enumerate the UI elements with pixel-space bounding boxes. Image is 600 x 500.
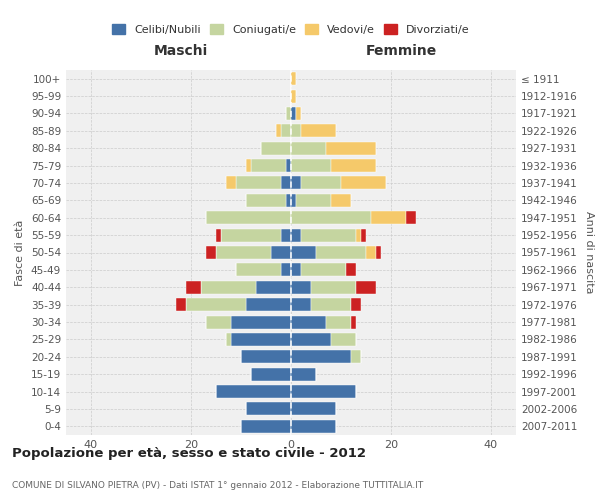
Bar xyxy=(216,246,271,259)
Bar xyxy=(256,280,291,294)
Bar xyxy=(311,298,351,311)
Bar xyxy=(201,280,256,294)
Bar xyxy=(281,264,291,276)
Bar xyxy=(291,142,326,154)
Bar xyxy=(291,316,326,328)
Bar xyxy=(291,385,356,398)
Bar xyxy=(231,333,291,346)
Bar xyxy=(326,316,351,328)
Bar xyxy=(326,142,376,154)
Bar xyxy=(286,107,291,120)
Bar xyxy=(291,368,316,380)
Bar xyxy=(356,228,361,241)
Bar xyxy=(291,264,301,276)
Bar xyxy=(301,176,341,190)
Text: Maschi: Maschi xyxy=(154,44,208,59)
Bar xyxy=(206,246,216,259)
Bar xyxy=(351,350,361,364)
Bar xyxy=(186,280,201,294)
Bar xyxy=(226,333,231,346)
Bar xyxy=(251,159,286,172)
Bar xyxy=(301,264,346,276)
Bar xyxy=(216,385,291,398)
Bar xyxy=(226,176,236,190)
Bar xyxy=(371,211,406,224)
Bar xyxy=(346,264,356,276)
Bar xyxy=(286,194,291,207)
Bar xyxy=(231,316,291,328)
Bar xyxy=(341,176,386,190)
Bar xyxy=(291,211,371,224)
Bar xyxy=(406,211,416,224)
Bar xyxy=(291,350,351,364)
Bar xyxy=(291,194,296,207)
Legend: Celibi/Nubili, Coniugati/e, Vedovi/e, Divorziati/e: Celibi/Nubili, Coniugati/e, Vedovi/e, Di… xyxy=(109,21,473,38)
Bar xyxy=(186,298,246,311)
Bar xyxy=(351,316,356,328)
Bar xyxy=(316,246,366,259)
Bar xyxy=(246,402,291,415)
Bar xyxy=(236,264,281,276)
Bar xyxy=(291,176,301,190)
Bar xyxy=(241,350,291,364)
Text: COMUNE DI SILVANO PIETRA (PV) - Dati ISTAT 1° gennaio 2012 - Elaborazione TUTTIT: COMUNE DI SILVANO PIETRA (PV) - Dati IST… xyxy=(12,480,423,490)
Bar xyxy=(291,402,336,415)
Bar xyxy=(291,246,316,259)
Bar xyxy=(271,246,291,259)
Y-axis label: Anni di nascita: Anni di nascita xyxy=(584,211,594,294)
Bar xyxy=(376,246,381,259)
Bar xyxy=(261,142,291,154)
Bar xyxy=(286,159,291,172)
Bar xyxy=(206,316,231,328)
Bar xyxy=(176,298,186,311)
Bar xyxy=(241,420,291,433)
Bar xyxy=(281,176,291,190)
Bar xyxy=(291,159,331,172)
Bar xyxy=(366,246,376,259)
Bar xyxy=(291,107,296,120)
Bar xyxy=(301,124,336,138)
Bar xyxy=(301,228,356,241)
Text: Femmine: Femmine xyxy=(365,44,437,59)
Bar xyxy=(291,333,331,346)
Y-axis label: Fasce di età: Fasce di età xyxy=(16,220,25,286)
Bar xyxy=(206,211,291,224)
Bar xyxy=(361,228,366,241)
Bar xyxy=(291,72,296,85)
Bar xyxy=(291,420,336,433)
Bar xyxy=(246,194,286,207)
Bar xyxy=(296,194,331,207)
Bar xyxy=(291,280,311,294)
Bar xyxy=(246,159,251,172)
Bar xyxy=(296,107,301,120)
Bar xyxy=(291,124,301,138)
Bar xyxy=(291,90,296,102)
Bar xyxy=(331,333,356,346)
Bar xyxy=(221,228,281,241)
Bar xyxy=(251,368,291,380)
Bar xyxy=(356,280,376,294)
Bar xyxy=(216,228,221,241)
Bar xyxy=(351,298,361,311)
Bar xyxy=(281,124,291,138)
Bar xyxy=(276,124,281,138)
Bar xyxy=(291,228,301,241)
Bar xyxy=(311,280,356,294)
Text: Popolazione per età, sesso e stato civile - 2012: Popolazione per età, sesso e stato civil… xyxy=(12,448,366,460)
Bar xyxy=(331,194,351,207)
Bar xyxy=(246,298,291,311)
Bar xyxy=(281,228,291,241)
Bar xyxy=(291,298,311,311)
Bar xyxy=(236,176,281,190)
Bar xyxy=(331,159,376,172)
